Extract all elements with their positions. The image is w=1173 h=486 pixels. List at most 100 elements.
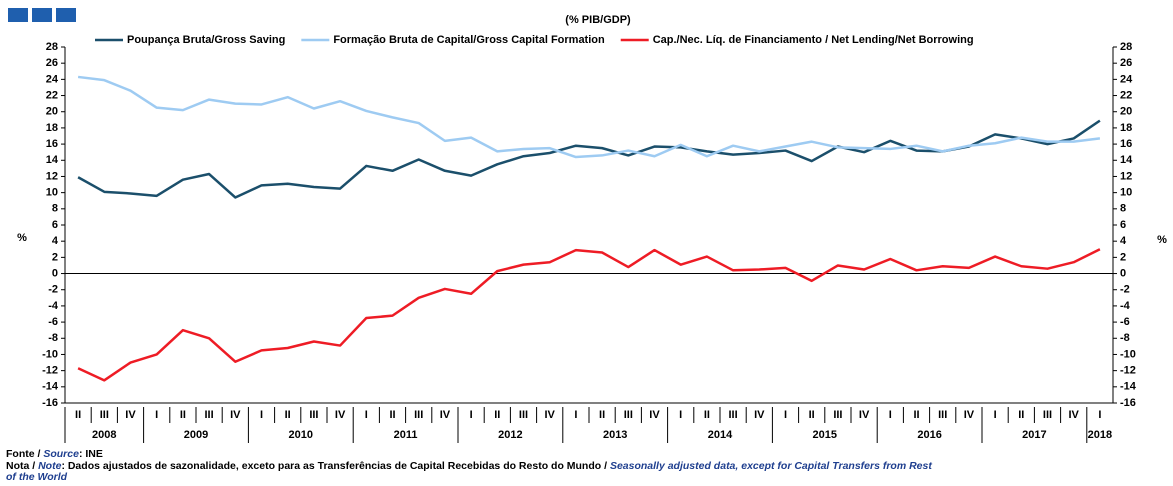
y-tick-label: -2 bbox=[48, 284, 58, 296]
x-tick-label: IV bbox=[964, 409, 975, 421]
x-tick-label: III bbox=[414, 409, 423, 421]
x-tick-label: I bbox=[784, 409, 787, 421]
y2-tick-label: -6 bbox=[1120, 316, 1130, 328]
y2-tick-label: 16 bbox=[1120, 138, 1132, 150]
x-tick-label: I bbox=[889, 409, 892, 421]
x-tick-label: III bbox=[205, 409, 214, 421]
y-tick-label: 24 bbox=[46, 73, 59, 85]
x-tick-label: I bbox=[365, 409, 368, 421]
y-tick-label: -8 bbox=[48, 332, 58, 344]
y-tick-label: -14 bbox=[42, 381, 59, 393]
year-label: 2012 bbox=[498, 429, 522, 441]
year-label: 2016 bbox=[917, 429, 941, 441]
x-tick-label: III bbox=[729, 409, 738, 421]
x-tick-label: III bbox=[624, 409, 633, 421]
year-label: 2013 bbox=[603, 429, 627, 441]
y2-axis-label: % bbox=[1157, 234, 1167, 246]
y2-tick-label: 2 bbox=[1120, 251, 1126, 263]
y2-tick-label: 18 bbox=[1120, 122, 1132, 134]
x-tick-label: II bbox=[704, 409, 710, 421]
note-en-cont: of the World bbox=[6, 471, 68, 481]
y-tick-label: -4 bbox=[48, 300, 59, 312]
x-tick-label: IV bbox=[335, 409, 346, 421]
x-tick-label: IV bbox=[440, 409, 451, 421]
x-tick-label: I bbox=[470, 409, 473, 421]
x-tick-label: IV bbox=[1068, 409, 1079, 421]
x-tick-label: I bbox=[679, 409, 682, 421]
x-tick-label: II bbox=[809, 409, 815, 421]
y2-tick-label: 22 bbox=[1120, 89, 1132, 101]
x-tick-label: II bbox=[599, 409, 605, 421]
y-tick-label: 22 bbox=[46, 89, 58, 101]
y-axis-label: % bbox=[17, 232, 27, 244]
legend-label: Cap./Nec. Líq. de Financiamento / Net Le… bbox=[653, 34, 974, 46]
x-tick-label: III bbox=[309, 409, 318, 421]
x-tick-label: II bbox=[913, 409, 919, 421]
y-tick-label: 4 bbox=[52, 235, 59, 247]
x-tick-label: IV bbox=[125, 409, 136, 421]
y2-tick-label: -16 bbox=[1120, 397, 1136, 409]
y-tick-label: 8 bbox=[52, 203, 58, 215]
y-tick-label: 2 bbox=[52, 251, 58, 263]
x-tick-label: I bbox=[260, 409, 263, 421]
y-tick-label: -16 bbox=[42, 397, 58, 409]
x-tick-label: II bbox=[494, 409, 500, 421]
x-tick-label: I bbox=[994, 409, 997, 421]
source-en: Source bbox=[43, 448, 79, 460]
year-label: 2014 bbox=[708, 429, 733, 441]
y2-tick-label: 10 bbox=[1120, 187, 1132, 199]
note-text: : Dados ajustados de sazonalidade, excet… bbox=[61, 460, 610, 472]
x-tick-label: II bbox=[75, 409, 81, 421]
x-tick-label: IV bbox=[859, 409, 870, 421]
year-label: 2008 bbox=[92, 429, 116, 441]
legend-label: Poupança Bruta/Gross Saving bbox=[127, 34, 285, 46]
year-label: 2009 bbox=[184, 429, 208, 441]
y-tick-label: 20 bbox=[46, 106, 58, 118]
y-tick-label: 28 bbox=[46, 41, 58, 53]
year-label: 2010 bbox=[289, 429, 313, 441]
y-tick-label: -12 bbox=[42, 365, 58, 377]
x-tick-label: II bbox=[180, 409, 186, 421]
y2-tick-label: -2 bbox=[1120, 284, 1130, 296]
y-tick-label: 18 bbox=[46, 122, 58, 134]
y2-tick-label: 20 bbox=[1120, 106, 1132, 118]
x-tick-label: III bbox=[1043, 409, 1052, 421]
year-label: 2015 bbox=[813, 429, 837, 441]
x-tick-label: I bbox=[574, 409, 577, 421]
year-label: 2011 bbox=[394, 429, 418, 441]
logo-block bbox=[8, 8, 28, 22]
y2-tick-label: 14 bbox=[1120, 154, 1133, 166]
note: Nota / Note: Dados ajustados de sazonali… bbox=[6, 460, 932, 472]
year-label: 2017 bbox=[1022, 429, 1046, 441]
year-label: 2018 bbox=[1088, 429, 1112, 441]
y-tick-label: 12 bbox=[46, 170, 58, 182]
source: Fonte / Source: INE bbox=[6, 448, 103, 460]
x-tick-label: I bbox=[1098, 409, 1101, 421]
y-tick-label: 16 bbox=[46, 138, 58, 150]
source-value: : INE bbox=[79, 448, 103, 460]
series-line bbox=[77, 75, 1101, 159]
y-tick-label: 14 bbox=[46, 154, 59, 166]
x-tick-label: III bbox=[100, 409, 109, 421]
source-pt: Fonte / bbox=[6, 448, 43, 460]
y2-tick-label: -12 bbox=[1120, 365, 1136, 377]
x-tick-label: IV bbox=[544, 409, 555, 421]
x-tick-label: III bbox=[833, 409, 842, 421]
x-tick-label: II bbox=[285, 409, 291, 421]
y2-tick-label: -10 bbox=[1120, 348, 1136, 360]
y2-tick-label: 24 bbox=[1120, 73, 1133, 85]
y2-tick-label: 0 bbox=[1120, 267, 1126, 279]
logo-block bbox=[56, 8, 76, 22]
y-tick-label: 6 bbox=[52, 219, 58, 231]
y2-tick-label: -8 bbox=[1120, 332, 1130, 344]
legend-label: Formação Bruta de Capital/Gross Capital … bbox=[333, 34, 605, 46]
x-tick-label: IV bbox=[230, 409, 241, 421]
y-tick-label: 26 bbox=[46, 57, 58, 69]
y-tick-label: -6 bbox=[48, 316, 58, 328]
x-tick-label: I bbox=[155, 409, 158, 421]
chart-title: (% PIB/GDP) bbox=[565, 14, 631, 26]
note-en-label: Note bbox=[38, 460, 61, 472]
note-pt: Nota / bbox=[6, 460, 38, 472]
y-tick-label: 0 bbox=[52, 267, 58, 279]
